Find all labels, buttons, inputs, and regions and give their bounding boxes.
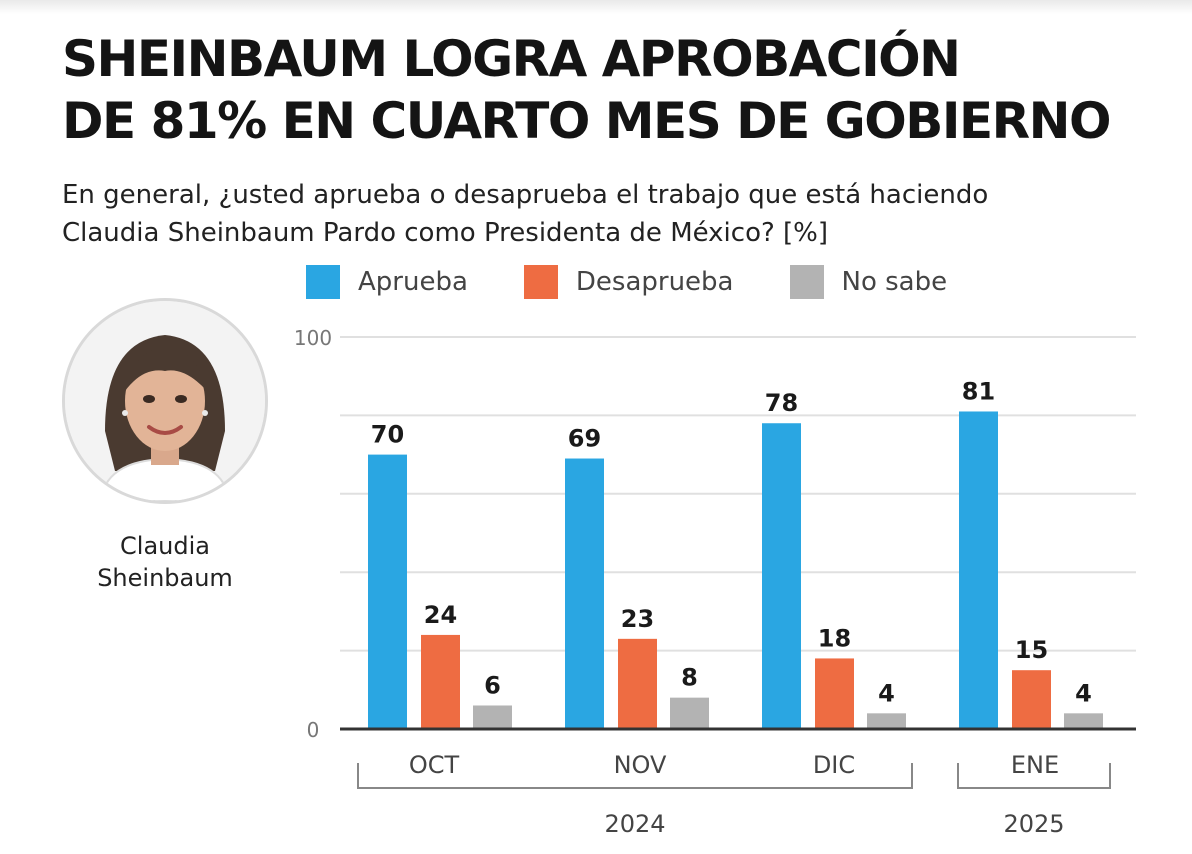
legend-label-desaprueba: Desaprueba — [575, 267, 734, 297]
data-label: 78 — [765, 389, 798, 417]
legend-swatch-desaprueba — [523, 265, 558, 299]
data-label: 18 — [818, 624, 851, 652]
y-tick-label: 0 — [307, 718, 320, 742]
legend-item-no-sabe: No sabe — [789, 265, 948, 299]
data-label: 4 — [878, 679, 895, 707]
x-tick-label: ENE — [1011, 751, 1059, 779]
bar — [670, 697, 709, 729]
legend-label-no-sabe: No sabe — [841, 267, 948, 297]
person-name-line-1: Claudia — [120, 532, 210, 560]
data-label: 69 — [568, 425, 601, 453]
bar — [959, 411, 998, 729]
y-tick-label: 100 — [294, 326, 332, 350]
data-label: 81 — [962, 377, 995, 405]
subtitle-line-2: Claudia Sheinbaum Pardo como Presidenta … — [62, 218, 829, 248]
bar — [867, 713, 906, 729]
legend-label-aprueba: Aprueba — [358, 267, 468, 297]
year-label: 2025 — [1003, 810, 1064, 838]
bar — [421, 634, 460, 729]
bar — [762, 423, 801, 729]
bar — [565, 458, 604, 729]
data-label: 6 — [484, 671, 501, 699]
chart-legend: Aprueba Desaprueba No sabe — [306, 262, 1003, 302]
title-line-2: DE 81% EN CUARTO MES DE GOBIERNO — [62, 92, 1111, 150]
legend-item-desaprueba: Desaprueba — [523, 265, 734, 299]
title-line-1: SHEINBAUM LOGRA APROBACIÓN — [62, 30, 961, 88]
data-label: 23 — [621, 605, 654, 633]
x-tick-label: NOV — [614, 751, 667, 779]
portrait-photo — [62, 298, 268, 504]
data-label: 15 — [1015, 636, 1048, 664]
legend-swatch-aprueba — [306, 265, 340, 299]
legend-item-aprueba: Aprueba — [306, 265, 468, 299]
bar — [618, 638, 657, 729]
bar — [815, 658, 854, 729]
person-name-line-2: Sheinbaum — [97, 564, 233, 592]
bar — [1064, 713, 1103, 729]
legend-swatch-no-sabe — [789, 265, 824, 299]
data-label: 4 — [1075, 679, 1092, 707]
person-name: Claudia Sheinbaum — [62, 530, 268, 594]
data-label: 24 — [424, 601, 457, 629]
data-label: 70 — [371, 421, 404, 449]
chart-subtitle: En general, ¿usted aprueba o desaprueba … — [62, 176, 1142, 252]
year-label: 2024 — [604, 810, 665, 838]
x-tick-label: OCT — [409, 751, 460, 779]
data-label: 8 — [681, 664, 698, 692]
year-bracket — [357, 763, 913, 789]
year-bracket — [957, 763, 1111, 789]
portrait-illustration — [65, 301, 265, 501]
subtitle-line-1: En general, ¿usted aprueba o desaprueba … — [62, 180, 989, 210]
x-tick-label: DIC — [813, 751, 855, 779]
bar — [1012, 670, 1051, 729]
bar — [368, 454, 407, 729]
top-strip — [0, 0, 1192, 14]
bar — [473, 705, 512, 729]
chart-title: SHEINBAUM LOGRA APROBACIÓN DE 81% EN CUA… — [62, 28, 1162, 152]
